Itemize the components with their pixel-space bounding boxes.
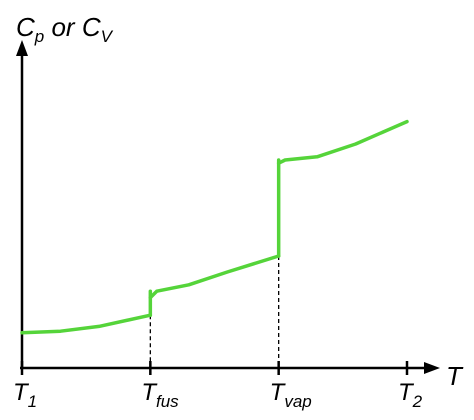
x-tick-label-main-3: T [398, 379, 415, 406]
x-tick-label-0: T1 [13, 379, 37, 411]
curve-segment-gas [276, 119, 409, 165]
y-label-sub2: V [101, 27, 114, 46]
y-label-c1: C [16, 12, 35, 42]
x-tick-label-1: Tfus [141, 379, 179, 411]
x-tick-label-sub-3: 2 [412, 392, 423, 411]
y-label-c2: C [82, 12, 101, 42]
y-label-or: or [44, 12, 82, 42]
y-axis-arrow [16, 40, 28, 56]
x-tick-label-main-2: T [270, 379, 287, 406]
y-label-sub1: p [34, 27, 44, 46]
heat-capacity-curve [20, 119, 409, 335]
curve-segment-liquid [148, 254, 281, 300]
y-axis-label: Cp or CV [16, 12, 114, 46]
x-axis-label: T [446, 361, 464, 391]
x-axis-arrow [424, 362, 440, 374]
dashed-drop-lines [149, 256, 280, 368]
x-tick-label-main-1: T [141, 379, 158, 406]
curve-segment-solid [20, 313, 153, 335]
x-tick-label-sub-0: 1 [28, 392, 37, 411]
x-tick-label-main-0: T [13, 379, 30, 406]
x-tick-label-sub-2: vap [284, 392, 311, 411]
axes [16, 40, 440, 374]
x-tick-label-2: Tvap [270, 379, 312, 411]
x-tick-label-sub-1: fus [156, 392, 179, 411]
x-tick-label-3: T2 [398, 379, 423, 411]
x-ticks: T1 Tfus Tvap T2 [13, 361, 423, 411]
